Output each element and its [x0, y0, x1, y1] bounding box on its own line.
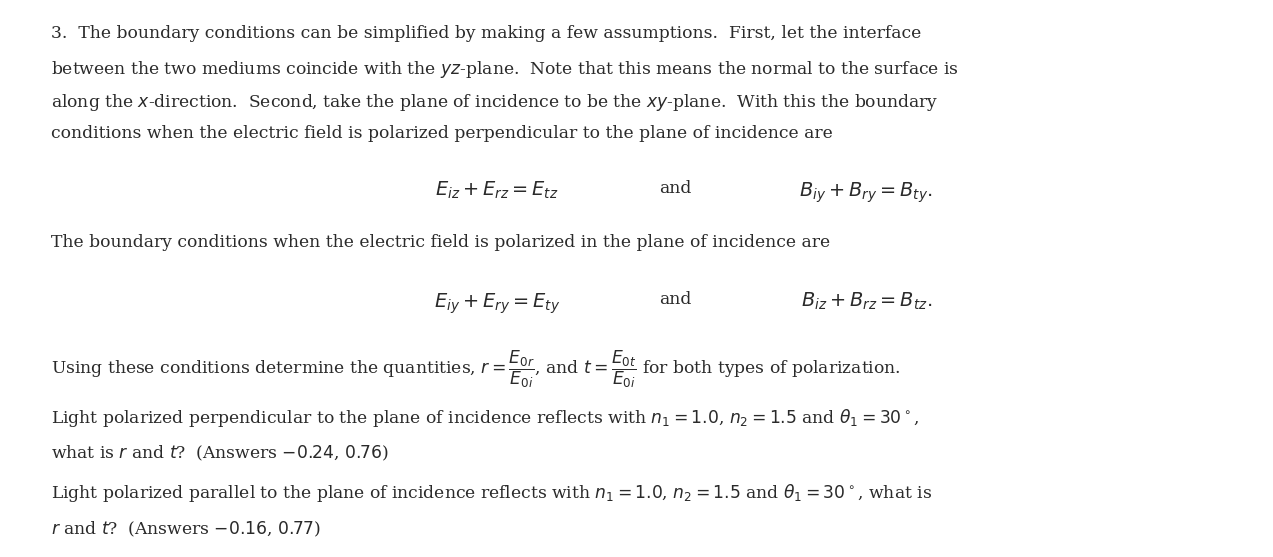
- Text: $B_{iz} + B_{rz} = B_{tz}.$: $B_{iz} + B_{rz} = B_{tz}.$: [799, 291, 932, 312]
- Text: what is $r$ and $t$?  (Answers $-0.24$, $0.76$): what is $r$ and $t$? (Answers $-0.24$, $…: [51, 443, 388, 462]
- Text: $B_{iy} + B_{ry} = B_{ty}.$: $B_{iy} + B_{ry} = B_{ty}.$: [798, 180, 933, 204]
- Text: along the $x$-direction.  Second, take the plane of incidence to be the $xy$-pla: along the $x$-direction. Second, take th…: [51, 92, 938, 113]
- Text: and: and: [658, 291, 691, 307]
- Text: Light polarized perpendicular to the plane of incidence reflects with $n_1 = 1.0: Light polarized perpendicular to the pla…: [51, 407, 919, 428]
- Text: conditions when the electric field is polarized perpendicular to the plane of in: conditions when the electric field is po…: [51, 125, 833, 142]
- Text: 3.  The boundary conditions can be simplified by making a few assumptions.  Firs: 3. The boundary conditions can be simpli…: [51, 25, 920, 42]
- Text: between the two mediums coincide with the $yz$-plane.  Note that this means the : between the two mediums coincide with th…: [51, 58, 959, 80]
- Text: $E_{iy} + E_{ry} = E_{ty}$: $E_{iy} + E_{ry} = E_{ty}$: [433, 291, 560, 315]
- Text: Using these conditions determine the quantities, $r = \dfrac{E_{0r}}{E_{0i}}$, a: Using these conditions determine the qua…: [51, 348, 900, 389]
- Text: $r$ and $t$?  (Answers $-0.16$, $0.77$): $r$ and $t$? (Answers $-0.16$, $0.77$): [51, 519, 321, 539]
- Text: $E_{iz} + E_{rz} = E_{tz}$: $E_{iz} + E_{rz} = E_{tz}$: [434, 180, 559, 201]
- Text: and: and: [658, 180, 691, 197]
- Text: Light polarized parallel to the plane of incidence reflects with $n_1 = 1.0$, $n: Light polarized parallel to the plane of…: [51, 482, 932, 504]
- Text: The boundary conditions when the electric field is polarized in the plane of inc: The boundary conditions when the electri…: [51, 234, 830, 251]
